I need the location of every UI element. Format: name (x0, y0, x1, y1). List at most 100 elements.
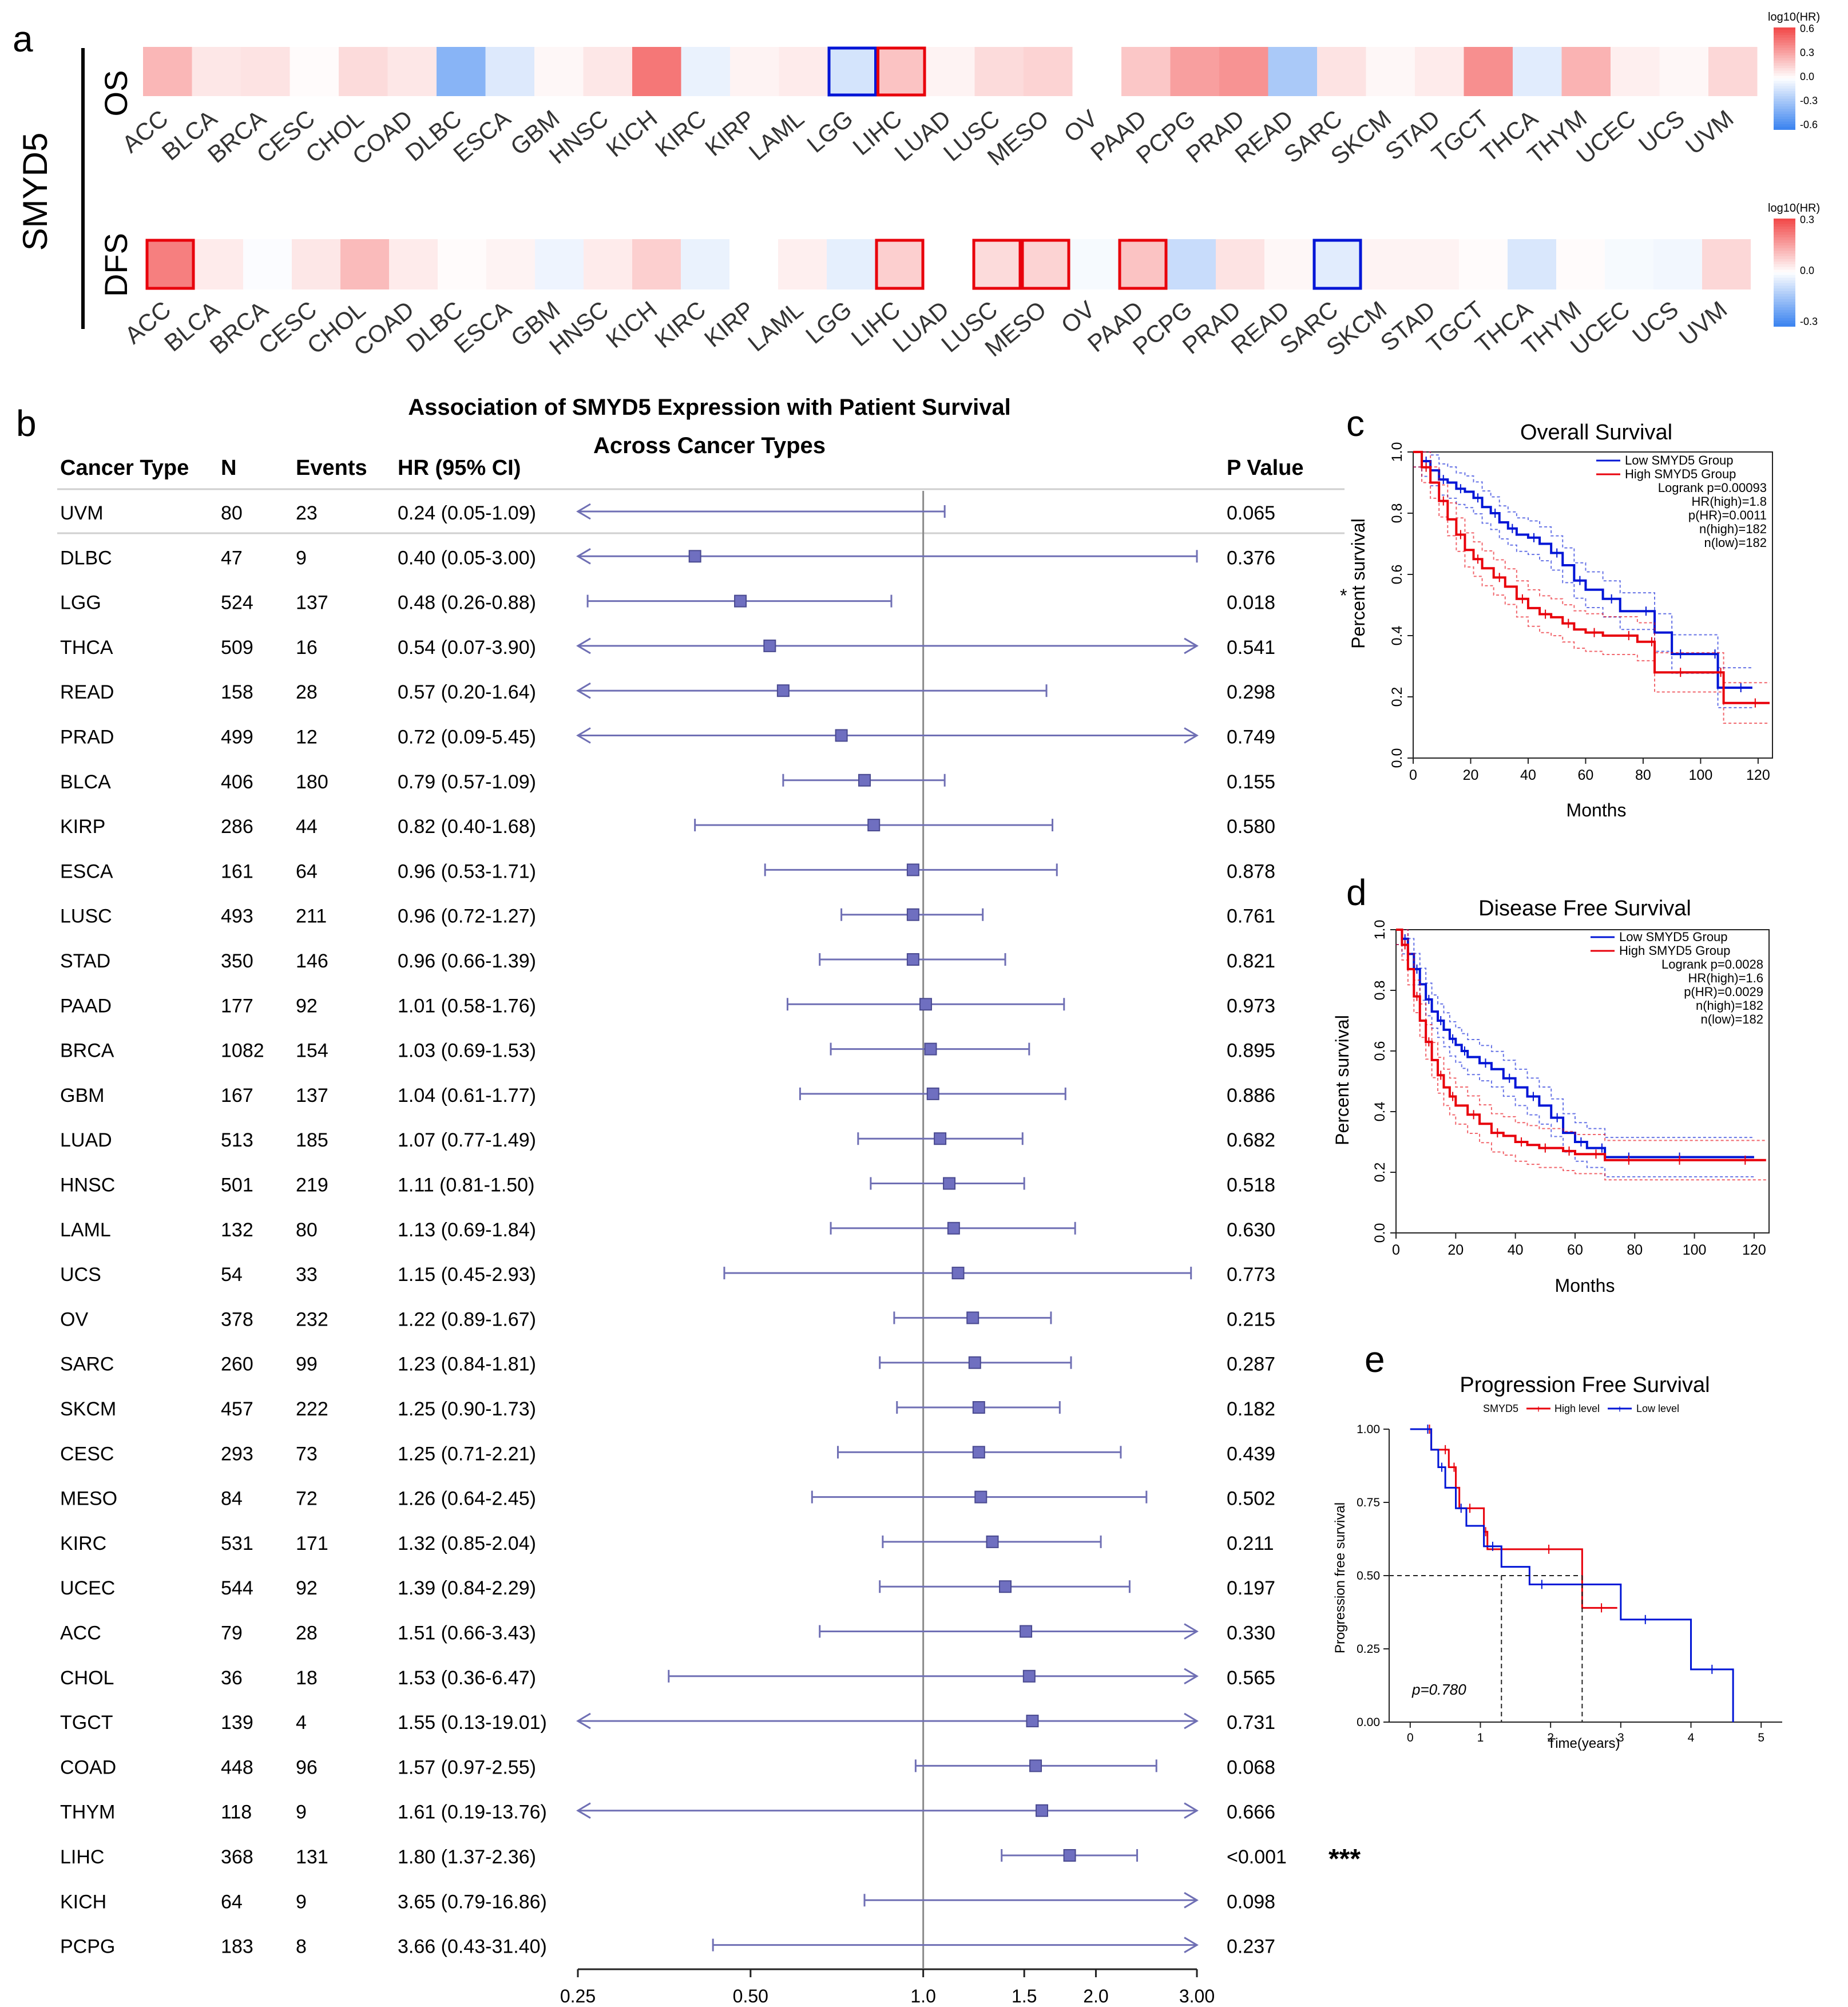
row-cancer-type: BRCA (60, 1040, 114, 1062)
row-cancer-type: SKCM (60, 1398, 116, 1420)
heat-cell-cesc (290, 47, 339, 96)
pfs-pvalue: p=0.780 (1411, 1681, 1466, 1698)
row-hr-ci: 1.26 (0.64-2.45) (398, 1488, 536, 1510)
heat-cell-chol (340, 239, 389, 289)
stats-line: n(low)=182 (1701, 1012, 1763, 1026)
row-hr-ci: 1.07 (0.77-1.49) (398, 1129, 536, 1151)
x-tick-label: 2 (1547, 1731, 1554, 1744)
x-tick-label: 60 (1578, 767, 1594, 783)
colorbar-step (1774, 323, 1795, 327)
heat-label-kich: KICH (601, 105, 662, 162)
row-n: 118 (221, 1802, 252, 1823)
row-hr-ci: 1.11 (0.81-1.50) (398, 1175, 534, 1196)
row-n: 158 (221, 681, 253, 703)
row-cancer-type: PCPG (60, 1936, 115, 1958)
ci-band (1413, 466, 1752, 708)
row-n: 36 (221, 1667, 243, 1689)
row-events: 80 (296, 1219, 318, 1241)
colorbar-step (1774, 63, 1795, 66)
colorbar-step (1774, 227, 1795, 230)
colorbar-step (1774, 304, 1795, 308)
colorbar-tick: 0.0 (1800, 71, 1814, 82)
row-hr-ci: 1.55 (0.13-19.01) (398, 1712, 547, 1734)
row-p-value: 0.298 (1227, 681, 1275, 703)
gene-label: SMYD5 (16, 133, 54, 251)
panel-letter-b: b (16, 403, 37, 444)
row-n: 54 (221, 1264, 243, 1286)
heat-cell-kich (632, 239, 681, 289)
ci-arrow-left (576, 1712, 591, 1730)
heat-cell-kirc (681, 239, 729, 289)
stats-line: n(high)=182 (1699, 522, 1767, 536)
colorbar-step (1774, 296, 1795, 300)
x-tick-label: 2.0 (1083, 1986, 1108, 2006)
heat-cell-thca (1513, 47, 1562, 96)
row-events: 171 (296, 1533, 328, 1554)
heat-label-luad: LUAD (887, 296, 954, 358)
heat-label-laml: LAML (743, 296, 808, 357)
heat-highlight-lusc (972, 239, 1022, 290)
heat-cell-meso (1021, 239, 1070, 289)
row-hr-ci: 1.25 (0.90-1.73) (398, 1398, 536, 1420)
colorbar-step (1774, 60, 1795, 64)
colorbar-step (1774, 269, 1795, 273)
colorbar-step (1774, 293, 1795, 298)
row-hr-ci: 0.40 (0.05-3.00) (398, 547, 536, 569)
colorbar-step (1774, 299, 1795, 303)
colorbar-step (1774, 96, 1795, 100)
stats-line: p(HR)=0.0011 (1688, 508, 1767, 522)
heat-cell-paad (1119, 239, 1167, 289)
y-tick-label: 1.0 (1389, 442, 1405, 462)
row-p-value: 0.065 (1227, 502, 1275, 524)
heat-cell-paad (1121, 47, 1171, 96)
row-n: 286 (221, 816, 253, 838)
os-km-plot: 0 20 40 60 80 100 120 0.0 0.2 0.4 0.6 0.8 1.0 Low SMY… (1389, 442, 1773, 783)
heat-highlight-meso (1021, 239, 1070, 290)
x-tick-label: 120 (1742, 1242, 1766, 1258)
colorbar-tick: -0.6 (1800, 119, 1818, 130)
row-hr-ci: 0.96 (0.53-1.71) (398, 860, 536, 882)
heat-cell-hnsc (584, 239, 632, 289)
x-tick-label: 40 (1520, 767, 1536, 783)
hr-point (999, 1580, 1012, 1593)
row-events: 73 (296, 1443, 318, 1465)
row-p-value: 0.439 (1227, 1443, 1275, 1465)
heat-cell-skcm (1366, 47, 1415, 96)
y-tick-label: 0.50 (1357, 1569, 1380, 1582)
row-p-value: 0.666 (1227, 1802, 1275, 1823)
row-cancer-type: LUSC (60, 906, 112, 927)
row-cancer-type: PAAD (60, 995, 112, 1017)
pfs-legend-title: SMYD5 (1483, 1403, 1518, 1414)
hr-point (906, 908, 919, 921)
heat-cell-tgct (1459, 239, 1508, 289)
colorbar-step (1774, 42, 1795, 46)
row-n: 132 (221, 1219, 253, 1241)
colorbar-step (1774, 50, 1795, 54)
row-cancer-type: COAD (60, 1756, 116, 1778)
colorbar-step (1774, 312, 1795, 316)
heat-cell-lusc (973, 239, 1021, 289)
dfs-xlabel: Months (1555, 1275, 1615, 1296)
colorbar-step (1774, 251, 1795, 255)
stats-line: HR(high)=1.6 (1688, 971, 1763, 985)
x-tick-label: 0 (1409, 767, 1417, 783)
row-hr-ci: 1.03 (0.69-1.53) (398, 1040, 536, 1062)
colorbar-step (1774, 88, 1795, 92)
ci-arrow-left (576, 1802, 591, 1819)
forest-title-line2: Across Cancer Types (593, 433, 826, 458)
colorbar-step (1774, 245, 1795, 249)
row-events: 8 (296, 1936, 307, 1958)
ci-arrow-right (1184, 1937, 1199, 1953)
colorbar-step (1774, 27, 1795, 31)
hr-point (919, 998, 932, 1011)
row-cancer-type: PRAD (60, 727, 114, 748)
hr-point (1022, 1669, 1036, 1683)
heat-label-ucs: UCS (1627, 296, 1683, 349)
colorbar-tick: 0.3 (1800, 47, 1814, 58)
x-tick-label: 5 (1758, 1731, 1764, 1744)
hr-point (934, 1132, 947, 1145)
hr-point (1063, 1849, 1076, 1862)
colorbar-step (1774, 73, 1795, 77)
row-p-value: 0.541 (1227, 637, 1275, 659)
row-n: 79 (221, 1623, 243, 1644)
